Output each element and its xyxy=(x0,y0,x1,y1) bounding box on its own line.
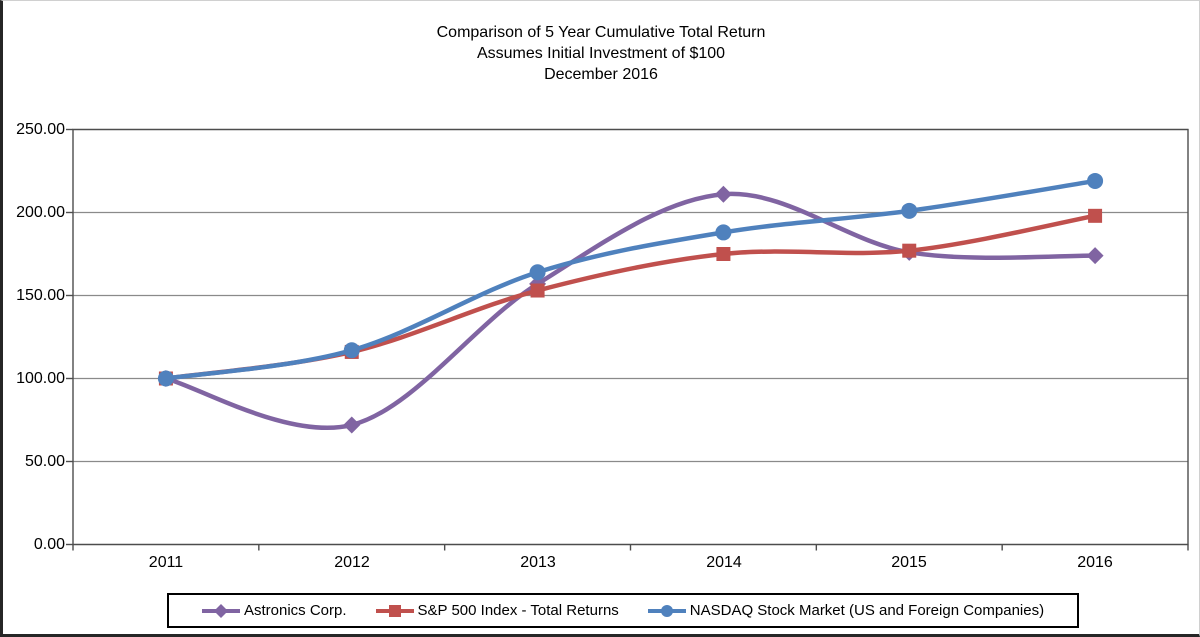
data-point-marker-series-1 xyxy=(530,283,545,298)
data-point-marker-series-1 xyxy=(1088,208,1103,223)
data-point-marker-series-0 xyxy=(343,416,361,434)
x-axis-tick-label: 2014 xyxy=(706,554,742,571)
plot-area xyxy=(66,128,1189,551)
square-marker-icon xyxy=(388,604,401,617)
series-line-1 xyxy=(163,213,1098,381)
chart-title-block: Comparison of 5 Year Cumulative Total Re… xyxy=(3,22,1199,85)
data-point-marker-series-0 xyxy=(1086,247,1104,265)
data-point-marker-series-2 xyxy=(157,370,174,387)
x-axis-tick-label: 2015 xyxy=(891,554,927,571)
legend-label: S&P 500 Index - Total Returns xyxy=(417,602,619,619)
chart-subtitle-date: December 2016 xyxy=(544,66,658,83)
data-point-marker-series-2 xyxy=(343,342,360,359)
y-axis-tick-label: 50.00 xyxy=(24,453,65,470)
circle-marker-icon xyxy=(660,604,673,617)
x-axis-tick-label: 2011 xyxy=(148,554,184,571)
y-axis-tick-label: 250.00 xyxy=(16,121,65,138)
legend-label: Astronics Corp. xyxy=(244,602,347,619)
chart-subtitle-investment: Assumes Initial Investment of $100 xyxy=(476,45,726,62)
circle-line-marker-icon xyxy=(647,604,686,617)
y-axis-tick-label: 0.00 xyxy=(33,536,65,553)
data-point-marker-series-1 xyxy=(716,247,731,261)
data-point-marker-series-2 xyxy=(1087,172,1104,189)
legend-item-astronics: Astronics Corp. xyxy=(201,602,347,619)
x-axis-tick-label: 2013 xyxy=(520,554,556,571)
y-axis-tick-label: 200.00 xyxy=(16,204,65,221)
legend-item-sp500: S&P 500 Index - Total Returns xyxy=(375,602,619,619)
legend: Astronics Corp. S&P 500 Index - Total Re… xyxy=(167,593,1079,628)
data-point-marker-series-2 xyxy=(715,224,732,241)
chart-title: Comparison of 5 Year Cumulative Total Re… xyxy=(436,24,766,41)
y-axis-tick-label: 150.00 xyxy=(16,287,65,304)
series-line-0 xyxy=(163,191,1098,431)
series-line-2 xyxy=(163,178,1098,381)
square-line-marker-icon xyxy=(375,604,414,617)
legend-label: NASDAQ Stock Market (US and Foreign Comp… xyxy=(689,602,1045,619)
diamond-marker-icon xyxy=(214,603,228,618)
legend-item-nasdaq: NASDAQ Stock Market (US and Foreign Comp… xyxy=(647,602,1044,619)
data-point-marker-series-1 xyxy=(902,243,917,258)
data-point-marker-series-0 xyxy=(714,185,732,203)
diamond-line-marker-icon xyxy=(202,603,240,618)
y-axis-tick-label: 100.00 xyxy=(16,370,65,387)
data-point-marker-series-2 xyxy=(529,264,546,281)
x-axis-tick-label: 2012 xyxy=(334,554,370,571)
x-axis-tick-label: 2016 xyxy=(1077,554,1113,571)
data-point-marker-series-2 xyxy=(901,202,918,219)
